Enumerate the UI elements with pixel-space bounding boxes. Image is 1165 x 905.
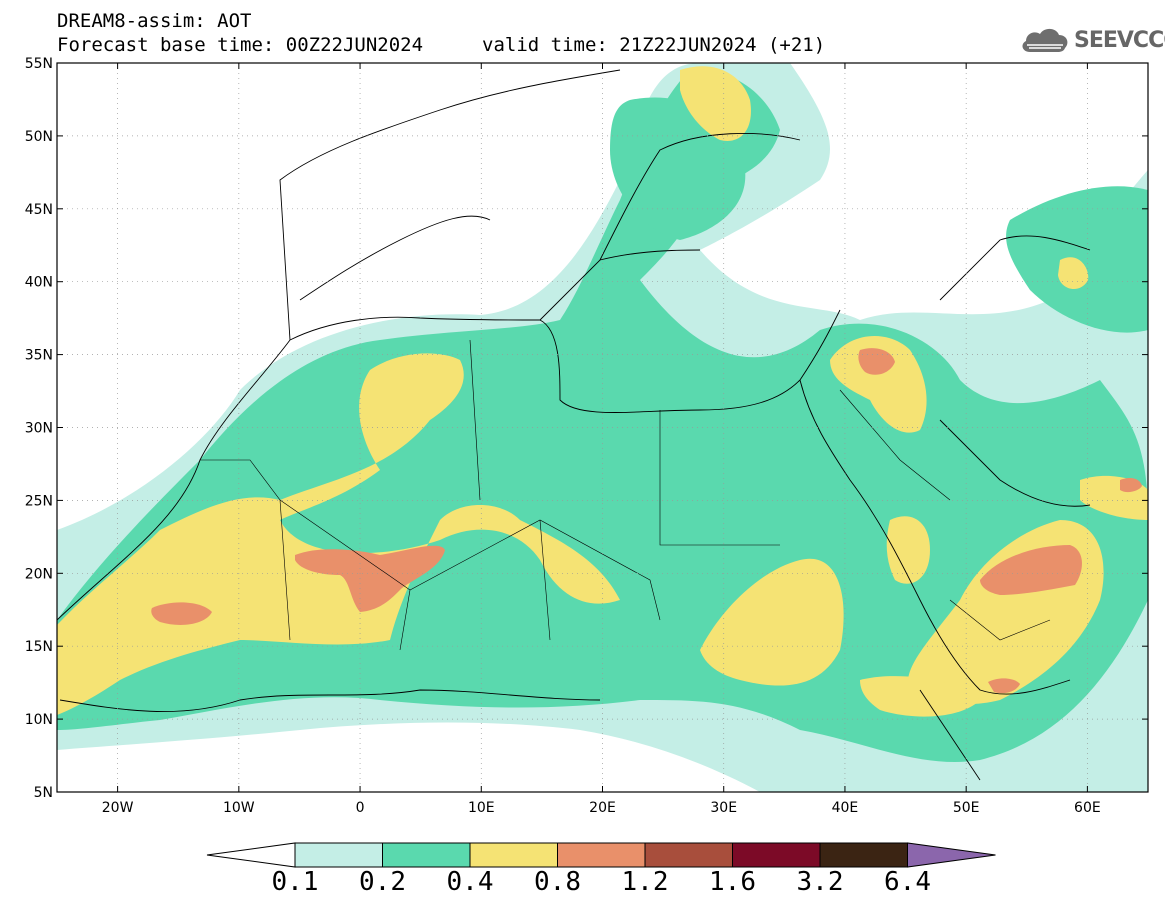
map-tick-labels: 5N 10N 15N 20N 25N 30N 35N 40N 45N 50N 55N 20W 10W 0 1… — [25, 56, 1101, 816]
lat-tick-label: 50N — [25, 129, 53, 145]
forecast-base-time: Forecast base time: 00Z22JUN2024 — [57, 34, 424, 56]
country-borders — [200, 339, 1051, 651]
colorbar-box — [557, 842, 646, 868]
seevccc-logo: SEEVCCC — [1018, 24, 1165, 58]
lon-tick-label: 60E — [1074, 800, 1101, 816]
lon-tick-label: 0 — [356, 800, 365, 816]
colorbar — [206, 842, 996, 868]
lon-tick-label: 40E — [832, 800, 859, 816]
map-frame — [56, 62, 1149, 793]
lat-tick-label: 35N — [25, 348, 53, 364]
map-title: DREAM8-assim: AOT — [57, 10, 252, 32]
colorbar-box — [644, 842, 733, 868]
lon-tick-label: 20E — [589, 800, 616, 816]
lon-tick-label: 10W — [223, 800, 255, 816]
colorbar-box — [382, 842, 471, 868]
lat-tick-label: 55N — [25, 56, 53, 72]
colorbar-level-label: 0.8 — [534, 867, 581, 897]
lat-tick-label: 20N — [25, 566, 53, 582]
lat-tick-label: 15N — [25, 639, 53, 655]
colorbar-level-label: 6.4 — [884, 867, 931, 897]
colorbar-box — [294, 842, 383, 868]
coastlines — [57, 69, 1091, 781]
colorbar-level-label: 3.2 — [796, 867, 844, 897]
lat-tick-label: 25N — [25, 493, 53, 509]
colorbar-level-label: 0.4 — [446, 867, 494, 897]
logo-text: SEEVCCC — [1074, 28, 1165, 53]
aot-band-0.8-1.2 — [151, 348, 1142, 694]
lon-tick-label: 30E — [710, 800, 737, 816]
colorbar-over-arrow — [907, 842, 996, 868]
colorbar-level-label: 1.6 — [709, 867, 756, 897]
colorbar-level-label: 0.2 — [359, 867, 406, 897]
map-grid — [57, 63, 1148, 792]
lat-tick-label: 40N — [25, 275, 53, 291]
colorbar-box — [469, 842, 558, 868]
colorbar-level-label: 0.1 — [271, 867, 319, 897]
colorbar-under-arrow — [206, 842, 296, 868]
cloud-icon — [1022, 28, 1068, 52]
lat-tick-label: 45N — [25, 202, 53, 218]
valid-time: valid time: 21Z22JUN2024 (+21) — [482, 34, 826, 56]
lat-tick-label: 5N — [34, 785, 53, 801]
lat-tick-label: 30N — [25, 421, 53, 437]
lon-tick-label: 50E — [953, 800, 980, 816]
colorbar-box — [819, 842, 908, 868]
aot-band-0.4-0.8 — [57, 66, 1148, 717]
lon-tick-label: 20W — [102, 800, 134, 816]
colorbar-level-label: 1.2 — [621, 867, 669, 897]
colorbar-box — [732, 842, 821, 868]
lat-tick-label: 10N — [25, 712, 53, 728]
lon-tick-label: 10E — [468, 800, 495, 816]
